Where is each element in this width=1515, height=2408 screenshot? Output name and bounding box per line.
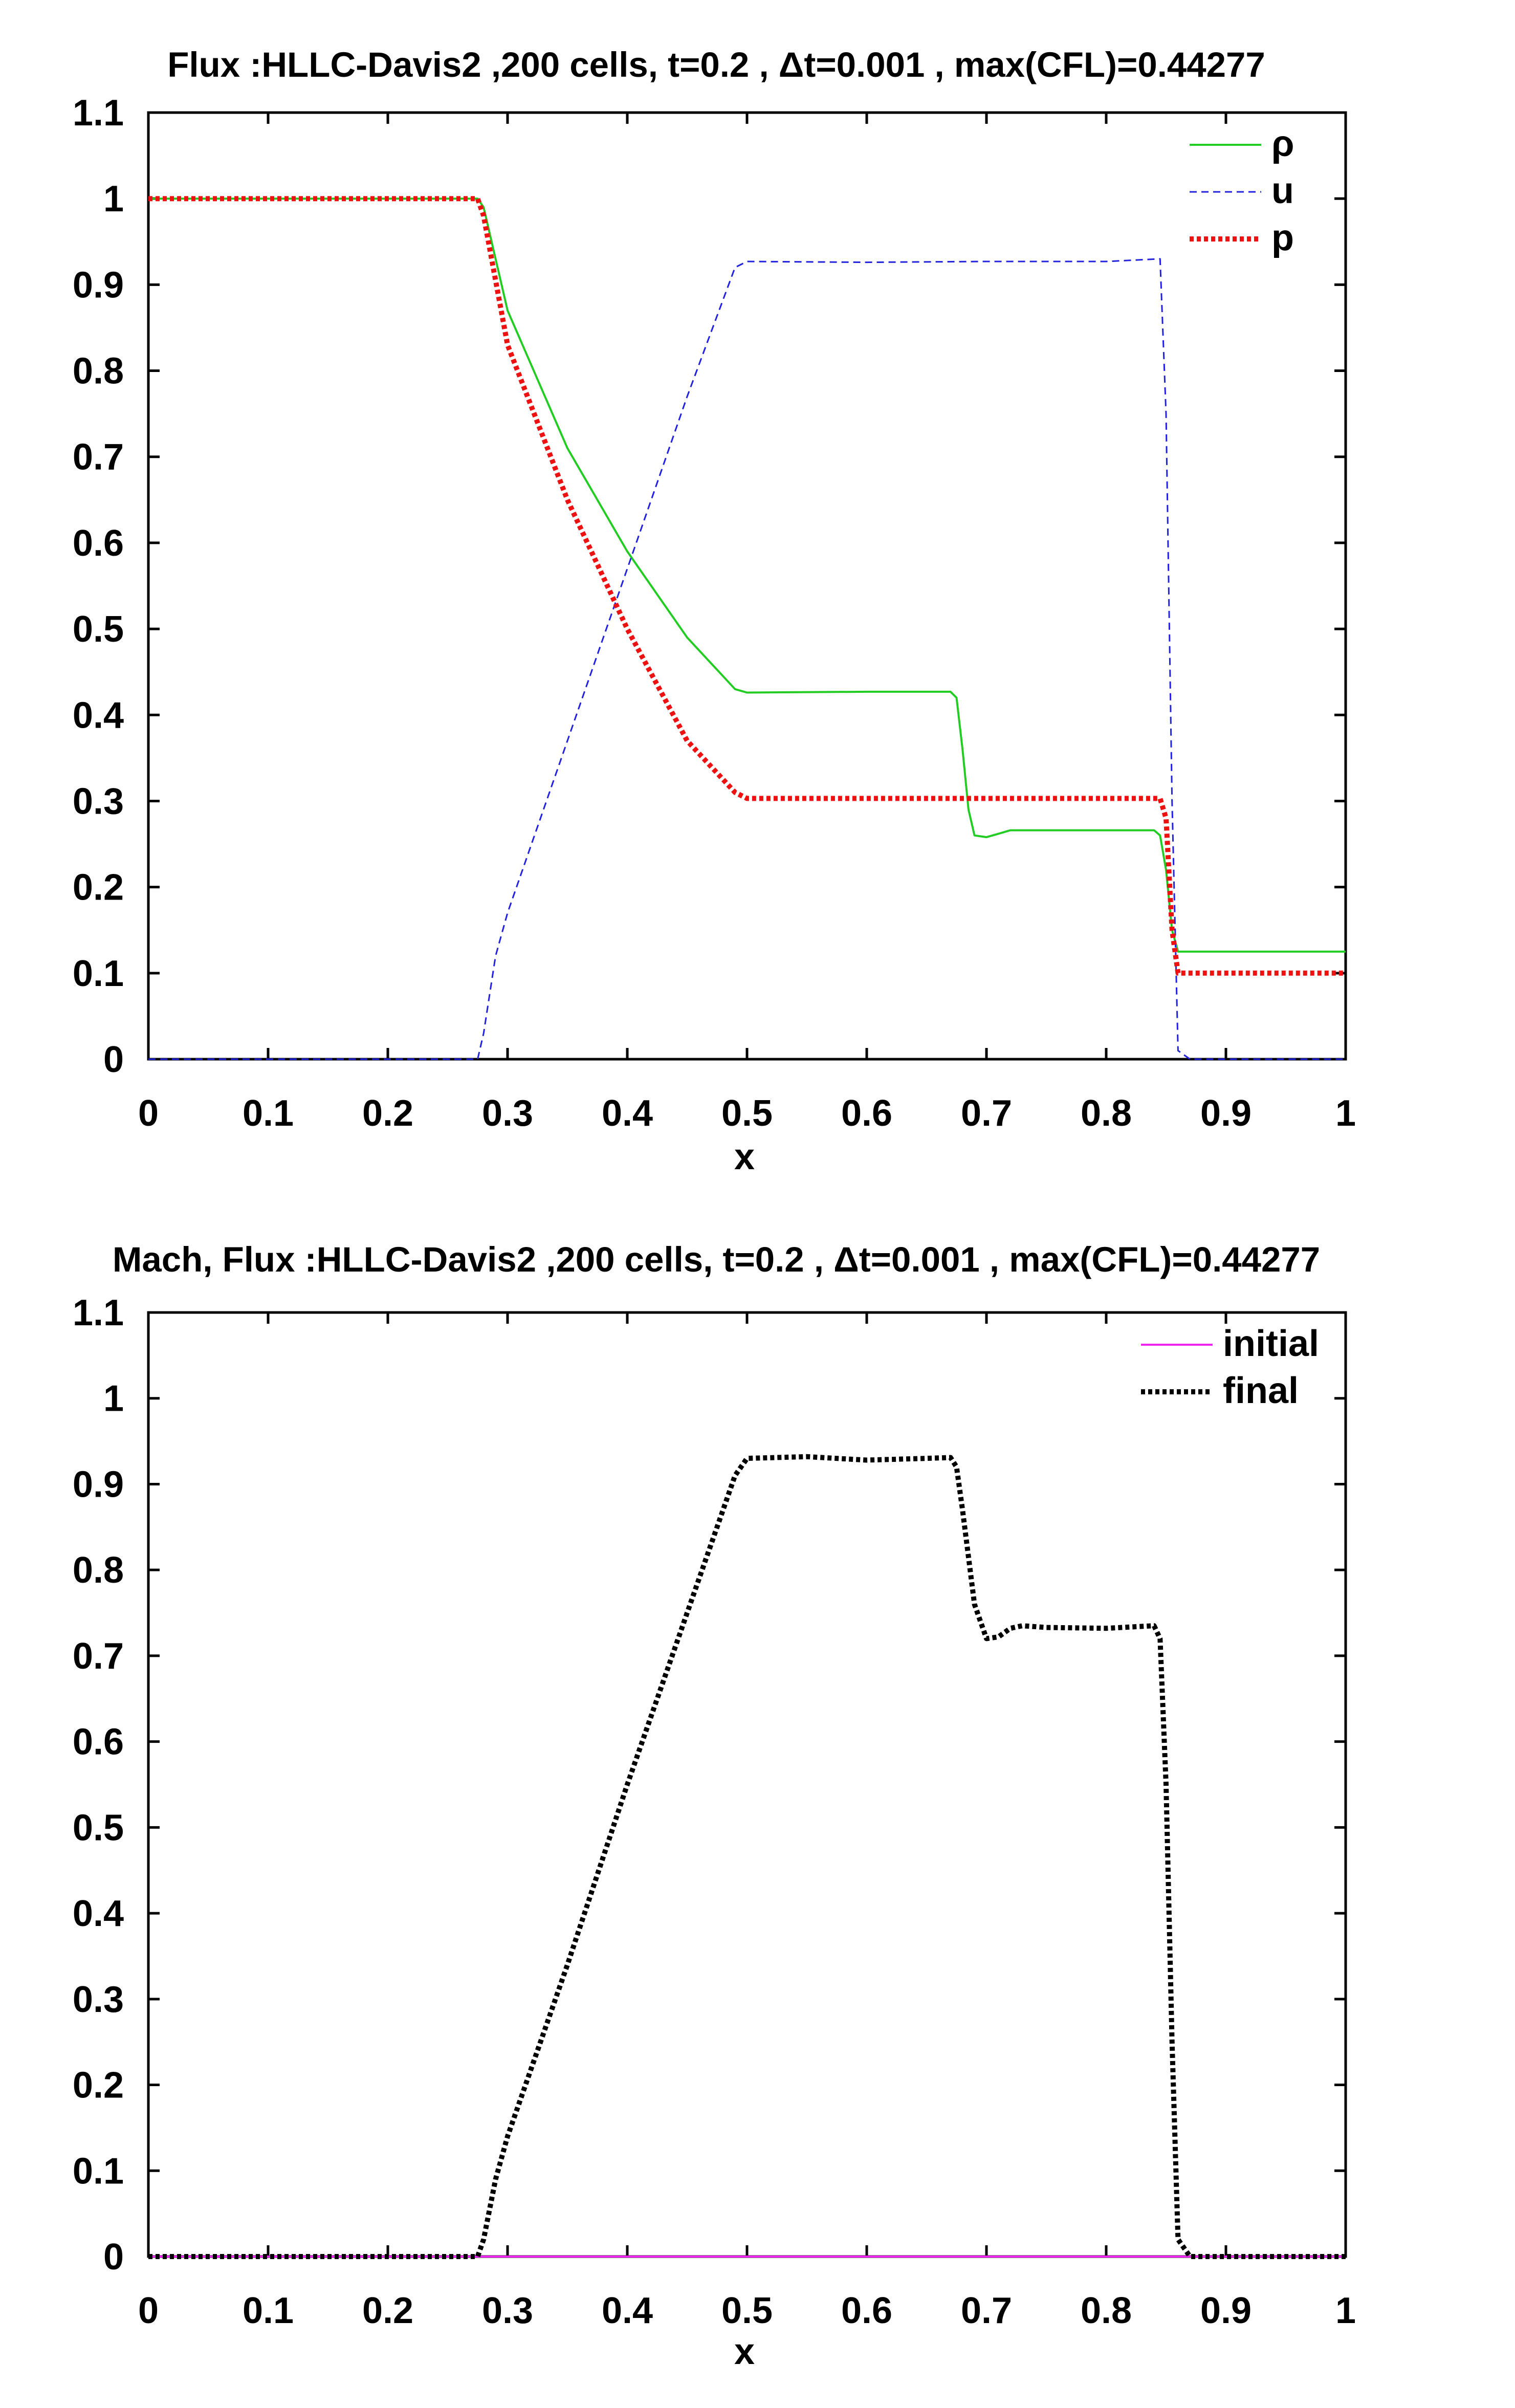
plot-frame — [147, 111, 1347, 1061]
y-tick-label: 0.2 — [73, 867, 124, 908]
y-tick-label: 0.4 — [73, 695, 124, 736]
y-tick-label: 1 — [103, 1378, 124, 1419]
y-tick-label: 0.8 — [73, 351, 124, 392]
x-tick-label: 0.6 — [841, 2290, 892, 2331]
x-tick-label: 0 — [138, 1093, 159, 1134]
x-tick-label: 0.2 — [362, 1093, 413, 1134]
x-tick-label: 0.8 — [1081, 2290, 1132, 2331]
legend-label: ρ — [1271, 123, 1294, 164]
x-tick-label: 0.5 — [721, 1093, 773, 1134]
x-tick-label: 0.2 — [362, 2290, 413, 2331]
bottom-panel-chart: Mach, Flux :HLLC-Davis2 ,200 cells, t=0.… — [73, 1240, 1356, 2372]
series-line-1 — [148, 258, 1346, 1060]
y-tick-label: 0.1 — [73, 2151, 124, 2192]
legend-label: p — [1271, 217, 1294, 258]
y-tick-label: 0.1 — [73, 953, 124, 994]
x-tick-label: 0.8 — [1081, 1093, 1132, 1134]
legend-label: u — [1271, 170, 1294, 211]
y-tick-label: 0.7 — [73, 1636, 124, 1677]
series-line-1 — [148, 1454, 1346, 2259]
y-tick-label: 0.2 — [73, 2065, 124, 2106]
x-tick-label: 0.1 — [243, 2290, 294, 2331]
x-tick-label: 0.6 — [841, 1093, 892, 1134]
top-panel-chart: Flux :HLLC-Davis2 ,200 cells, t=0.2 , Δt… — [73, 45, 1356, 1177]
x-tick-label: 0.7 — [961, 1093, 1012, 1134]
y-tick-label: 0.9 — [73, 1464, 124, 1505]
x-tick-label: 0.3 — [482, 2290, 533, 2331]
series-line-0 — [148, 198, 1346, 953]
x-axis-label: x — [734, 2331, 755, 2372]
y-tick-label: 1 — [103, 179, 124, 220]
x-tick-label: 0 — [138, 2290, 159, 2331]
chart-title: Mach, Flux :HLLC-Davis2 ,200 cells, t=0.… — [113, 1240, 1320, 1279]
x-tick-label: 1 — [1335, 1093, 1356, 1134]
chart-title: Flux :HLLC-Davis2 ,200 cells, t=0.2 , Δt… — [167, 45, 1265, 84]
x-tick-label: 0.4 — [602, 2290, 653, 2331]
y-tick-label: 1.1 — [73, 93, 124, 134]
y-tick-label: 0.4 — [73, 1893, 124, 1934]
y-tick-label: 0.9 — [73, 265, 124, 305]
x-tick-label: 0.9 — [1200, 1093, 1251, 1134]
x-tick-label: 0.5 — [721, 2290, 773, 2331]
y-tick-label: 0.5 — [73, 1807, 124, 1848]
series-line-2 — [148, 196, 1346, 976]
y-tick-label: 0.6 — [73, 523, 124, 564]
y-tick-label: 0 — [103, 2237, 124, 2278]
x-tick-label: 0.1 — [243, 1093, 294, 1134]
x-axis-label: x — [734, 1136, 755, 1177]
y-tick-label: 1.1 — [73, 1293, 124, 1333]
legend-label: final — [1223, 1370, 1299, 1411]
y-tick-label: 0.7 — [73, 437, 124, 478]
x-tick-label: 0.7 — [961, 2290, 1012, 2331]
legend-label: initial — [1223, 1323, 1319, 1364]
x-tick-label: 1 — [1335, 2290, 1356, 2331]
y-tick-label: 0.3 — [73, 781, 124, 822]
x-tick-label: 0.4 — [602, 1093, 653, 1134]
x-tick-label: 0.3 — [482, 1093, 533, 1134]
y-tick-label: 0.8 — [73, 1550, 124, 1591]
y-tick-label: 0.6 — [73, 1722, 124, 1763]
y-tick-label: 0.3 — [73, 1979, 124, 2020]
x-tick-label: 0.9 — [1200, 2290, 1251, 2331]
y-tick-label: 0 — [103, 1039, 124, 1080]
y-tick-label: 0.5 — [73, 609, 124, 650]
